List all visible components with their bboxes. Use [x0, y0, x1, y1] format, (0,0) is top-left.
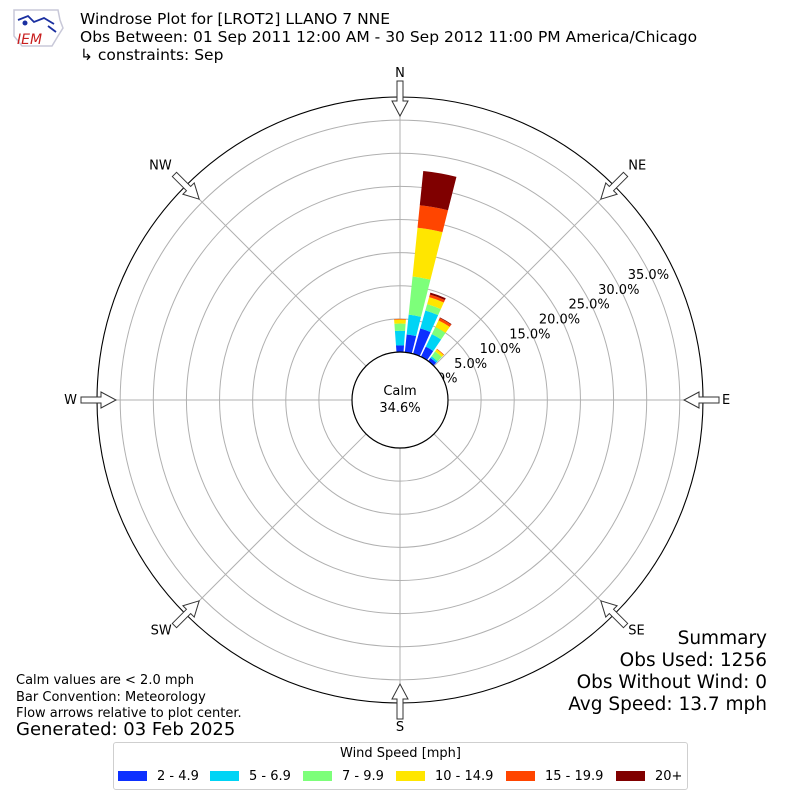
flow-arrow-icon	[682, 391, 720, 409]
legend-item: 2 - 4.9	[118, 767, 199, 785]
legend-swatch	[506, 771, 535, 781]
wind-bar-segment	[438, 318, 452, 327]
grid-spoke	[433, 433, 615, 615]
wind-bar-segment	[427, 297, 444, 310]
legend-label: 2 - 4.9	[157, 768, 199, 784]
direction-label-sw: SW	[151, 623, 172, 638]
flow-arrow-icon	[171, 171, 200, 200]
legend-swatch	[616, 771, 645, 781]
legend-item: 10 - 14.9	[396, 767, 493, 785]
plot-subtitle: Obs Between: 01 Sep 2011 12:00 AM - 30 S…	[80, 28, 698, 46]
wind-bar-segment	[419, 171, 457, 211]
direction-label-s: S	[396, 720, 404, 735]
legend-title: Wind Speed [mph]	[340, 746, 461, 761]
radial-tick-label: 30.0%	[598, 283, 639, 298]
direction-label-se: SE	[628, 623, 644, 638]
grid-spoke	[185, 433, 367, 615]
wind-bar-segment	[428, 357, 437, 366]
wind-bar-segment	[394, 330, 406, 346]
legend-swatch	[118, 771, 147, 781]
calm-value: 34.6%	[379, 401, 420, 416]
legend-swatch	[303, 771, 332, 781]
wind-bar-segment	[431, 326, 446, 340]
wind-bar-segment	[395, 345, 405, 353]
legend-items: 2 - 4.9 5 - 6.9 7 - 9.9 10 - 14.9 15 - 19.9 2…	[118, 767, 683, 785]
radial-tick-label: 25.0%	[568, 298, 609, 313]
wind-bar-segment	[435, 349, 444, 358]
calm-circle	[351, 351, 449, 449]
legend-label: 20+	[655, 768, 683, 784]
radial-tick-label: 15.0%	[509, 327, 550, 342]
direction-label-ne: NE	[628, 159, 646, 174]
radial-tick-label: 5.0%	[454, 357, 487, 372]
legend-label: 10 - 14.9	[435, 768, 494, 784]
legend-label: 15 - 19.9	[545, 768, 604, 784]
wind-bar-segment	[394, 319, 406, 324]
wind-bar-segment	[408, 276, 431, 317]
wind-bar-segment	[429, 294, 445, 303]
wind-bar-segment	[417, 205, 449, 233]
flow-arrows	[80, 80, 720, 720]
direction-label-w: W	[64, 393, 77, 408]
wind-bar-segment	[420, 346, 434, 361]
summary-block: Summary Obs Used: 1256 Obs Without Wind:…	[568, 628, 767, 716]
logo-text: IEM	[17, 32, 42, 48]
flow-arrow-icon	[600, 171, 629, 200]
notes-block: Calm values are < 2.0 mph Bar Convention…	[16, 673, 242, 723]
windrose-chart: 0.0%5.0%10.0%15.0%20.0%25.0%30.0%35.0%NN…	[64, 66, 730, 735]
wind-bar-segment	[412, 227, 443, 280]
wind-bars	[394, 171, 457, 366]
calm-note: Calm values are < 2.0 mph	[16, 673, 195, 688]
wind-bar-segment	[436, 348, 445, 356]
legend-label: 7 - 9.9	[342, 768, 384, 784]
wind-bar-segment	[429, 292, 446, 301]
wind-bar-segment	[420, 310, 439, 333]
grid-spoke	[433, 185, 615, 367]
radial-tick-label: 10.0%	[480, 342, 521, 357]
calm-label: Calm	[383, 384, 416, 399]
legend-item: 7 - 9.9	[303, 767, 384, 785]
wind-bar-segment	[394, 323, 406, 331]
summary-title: Summary	[677, 628, 767, 649]
flow-arrow-icon	[80, 391, 118, 409]
wind-bar-segment	[439, 317, 452, 325]
bar-convention-note: Bar Convention: Meteorology	[16, 689, 206, 705]
chart-labels: 0.0%5.0%10.0%15.0%20.0%25.0%30.0%35.0%NN…	[64, 66, 730, 735]
iem-logo: IEM	[8, 6, 66, 50]
wind-bar-segment	[430, 356, 438, 363]
wind-bar-segment	[425, 304, 441, 316]
wind-bar-segment	[425, 334, 442, 351]
plot-constraints: ↳ constraints: Sep	[80, 46, 224, 64]
wind-bar-segment	[404, 334, 417, 354]
legend-label: 5 - 6.9	[249, 768, 291, 784]
wind-bar-segment	[406, 314, 422, 337]
wind-bar-segment	[413, 328, 431, 357]
flow-arrow-icon	[391, 80, 409, 118]
radial-tick-label: 35.0%	[628, 268, 669, 283]
summary-obs-used: Obs Used: 1256	[619, 650, 767, 671]
legend-item: 20+	[616, 767, 682, 785]
flow-arrow-icon	[171, 600, 200, 629]
direction-label-n: N	[395, 66, 405, 81]
legend: Wind Speed [mph] 2 - 4.9 5 - 6.9 7 - 9.9 10…	[113, 742, 688, 790]
direction-label-nw: NW	[149, 159, 172, 174]
grid-spoke	[185, 185, 367, 367]
generated-date: Generated: 03 Feb 2025	[16, 719, 236, 740]
summary-avg-speed: Avg Speed: 13.7 mph	[568, 694, 767, 715]
flow-note: Flow arrows relative to plot center.	[16, 706, 242, 721]
legend-swatch	[396, 771, 425, 781]
wind-bar-segment	[431, 351, 442, 362]
summary-obs-without-wind: Obs Without Wind: 0	[576, 672, 767, 693]
wind-bar-segment	[394, 318, 406, 320]
direction-label-e: E	[722, 393, 730, 408]
flow-arrow-icon	[391, 682, 409, 720]
legend-item: 15 - 19.9	[506, 767, 603, 785]
plot-title: Windrose Plot for [LROT2] LLANO 7 NNE	[80, 10, 391, 28]
legend-swatch	[210, 771, 239, 781]
title-block: Windrose Plot for [LROT2] LLANO 7 NNE Ob…	[80, 10, 697, 64]
legend-item: 5 - 6.9	[210, 767, 291, 785]
flow-arrow-icon	[600, 600, 629, 629]
wind-bar-segment	[435, 320, 450, 333]
radial-tick-label: 20.0%	[539, 312, 580, 327]
